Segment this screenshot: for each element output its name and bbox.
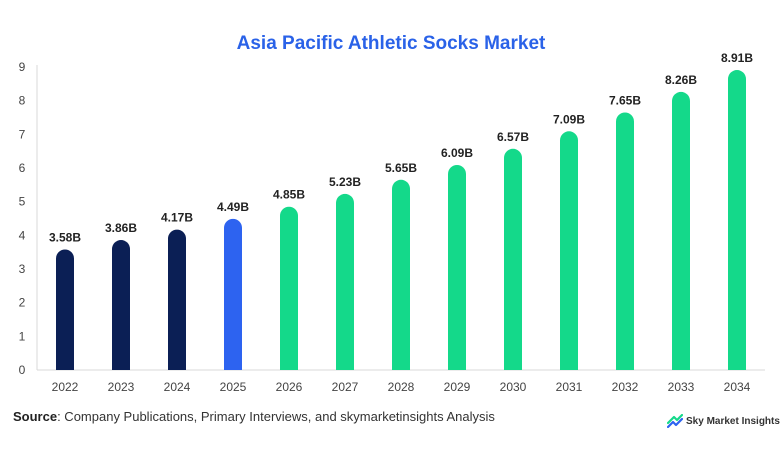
- x-tick-label: 2026: [276, 380, 303, 394]
- chart-title: Asia Pacific Athletic Socks Market: [236, 33, 546, 54]
- bar-value-label: 5.23B: [329, 175, 361, 189]
- x-tick-label: 2025: [220, 380, 247, 394]
- y-tick-label: 7: [19, 127, 26, 141]
- brand-name: Sky Market Insights: [686, 415, 780, 427]
- source-note: Source: Company Publications, Primary In…: [13, 409, 495, 424]
- bar-value-label: 4.17B: [161, 211, 193, 225]
- bar-value-label: 3.58B: [49, 230, 81, 244]
- y-axis: 0 1 2 3 4 5 6 7 8 9: [19, 60, 38, 377]
- y-tick-label: 5: [19, 195, 26, 209]
- x-tick-label: 2024: [164, 380, 191, 394]
- x-tick-label: 2030: [500, 380, 527, 394]
- bars: [56, 70, 746, 370]
- y-tick-label: 3: [19, 262, 26, 276]
- bar-value-label: 5.65B: [385, 161, 417, 175]
- bar-value-label: 8.91B: [721, 51, 753, 65]
- bar-2028: [392, 179, 410, 370]
- y-tick-label: 6: [19, 161, 26, 175]
- bar-2031: [560, 131, 578, 370]
- sky-market-insights-logo-icon: [667, 414, 683, 428]
- bar-2034: [728, 70, 746, 370]
- source-label: Source: [13, 409, 58, 424]
- x-axis: 2022 2023 2024 2025 2026 2027 2028 2029 2030 2031…: [37, 369, 765, 394]
- x-tick-label: 2032: [612, 380, 639, 394]
- bar-2029: [448, 164, 466, 370]
- y-tick-label: 8: [19, 94, 26, 108]
- x-tick-label: 2034: [724, 380, 751, 394]
- y-tick-label: 1: [19, 329, 26, 343]
- source-text: : Company Publications, Primary Intervie…: [57, 409, 495, 424]
- x-tick-label: 2022: [52, 380, 79, 394]
- y-tick-label: 4: [19, 228, 26, 242]
- y-tick-label: 2: [19, 296, 26, 310]
- bar-2027: [336, 193, 354, 370]
- brand: Sky Market Insights: [667, 414, 780, 428]
- y-tick-label: 9: [19, 60, 26, 74]
- x-tick-label: 2033: [668, 380, 695, 394]
- bar-2026: [280, 206, 298, 370]
- bar-value-label: 3.86B: [105, 221, 137, 235]
- bar-2033: [672, 91, 690, 370]
- x-tick-label: 2023: [108, 380, 135, 394]
- bar-2023: [112, 240, 130, 370]
- bar-value-label: 4.49B: [217, 200, 249, 214]
- bar-2024: [168, 229, 186, 370]
- bar-value-label: 8.26B: [665, 73, 697, 87]
- bar-2032: [616, 112, 634, 370]
- x-tick-label: 2028: [388, 380, 415, 394]
- bar-labels: 3.58B 3.86B 4.17B 4.49B 4.85B 5.23B 5.65B 6.09B…: [49, 51, 753, 244]
- x-tick-label: 2029: [444, 380, 471, 394]
- bar-2025: [224, 218, 242, 370]
- bar-2030: [504, 148, 522, 370]
- bar-value-label: 7.09B: [553, 112, 585, 126]
- bar-value-label: 4.85B: [273, 188, 305, 202]
- bar-value-label: 6.09B: [441, 146, 473, 160]
- bar-2022: [56, 249, 74, 370]
- x-tick-label: 2031: [556, 380, 583, 394]
- bar-value-label: 6.57B: [497, 130, 529, 144]
- y-tick-label: 0: [19, 363, 26, 377]
- bar-value-label: 7.65B: [609, 93, 641, 107]
- x-tick-label: 2027: [332, 380, 359, 394]
